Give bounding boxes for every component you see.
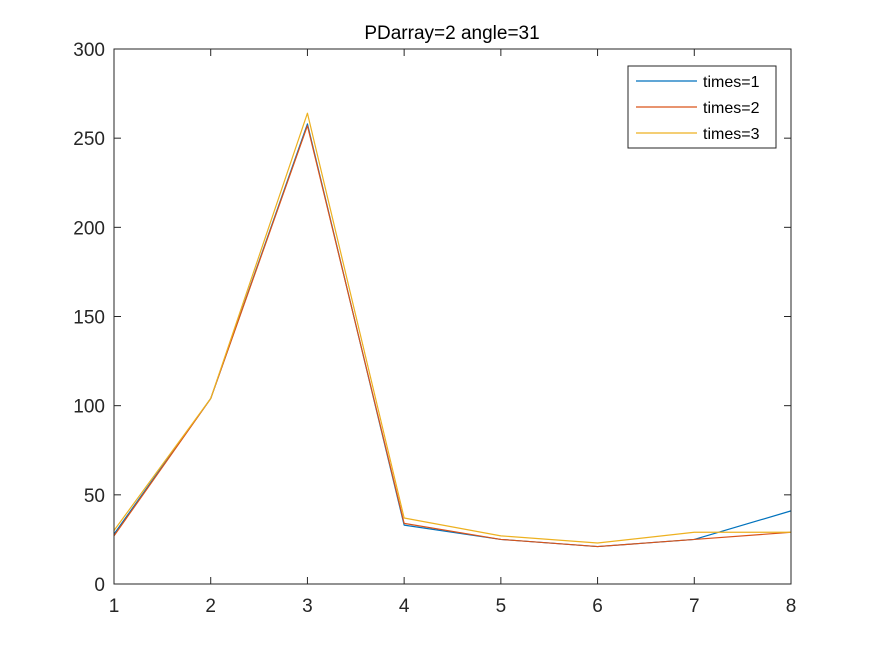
x-tick-label: 4 xyxy=(399,596,410,617)
legend-label: times=2 xyxy=(703,100,760,117)
y-tick-label: 150 xyxy=(73,308,105,329)
series-lines xyxy=(113,112,792,548)
axes-box xyxy=(113,48,792,585)
legend-label: times=3 xyxy=(703,126,760,143)
legend: times=1 times=2 times=3 xyxy=(627,65,777,149)
y-tick-label: 0 xyxy=(94,575,105,596)
legend-label: times=1 xyxy=(703,74,760,91)
series-line-times-3 xyxy=(113,112,791,544)
y-tick-label: 50 xyxy=(84,486,105,507)
x-tick-label: 1 xyxy=(109,596,120,617)
x-tick-label: 8 xyxy=(786,596,797,617)
y-tick-label: 200 xyxy=(73,218,105,239)
x-tick-label: 2 xyxy=(205,596,216,617)
y-tick-label: 100 xyxy=(73,397,105,418)
y-tick-label: 300 xyxy=(73,40,105,61)
x-tick-label: 5 xyxy=(496,596,507,617)
chart-title: PDarray=2 angle=31 xyxy=(364,23,539,44)
x-tick-label: 6 xyxy=(592,596,603,617)
series-line-times-2 xyxy=(113,125,792,548)
x-tick-labels: 1 2 3 4 5 6 7 8 xyxy=(109,596,797,617)
x-tick-label: 7 xyxy=(689,596,700,617)
y-tick-labels: 0 50 100 150 200 250 300 xyxy=(73,40,105,596)
y-tick-label: 250 xyxy=(73,129,105,150)
x-tick-label: 3 xyxy=(302,596,313,617)
